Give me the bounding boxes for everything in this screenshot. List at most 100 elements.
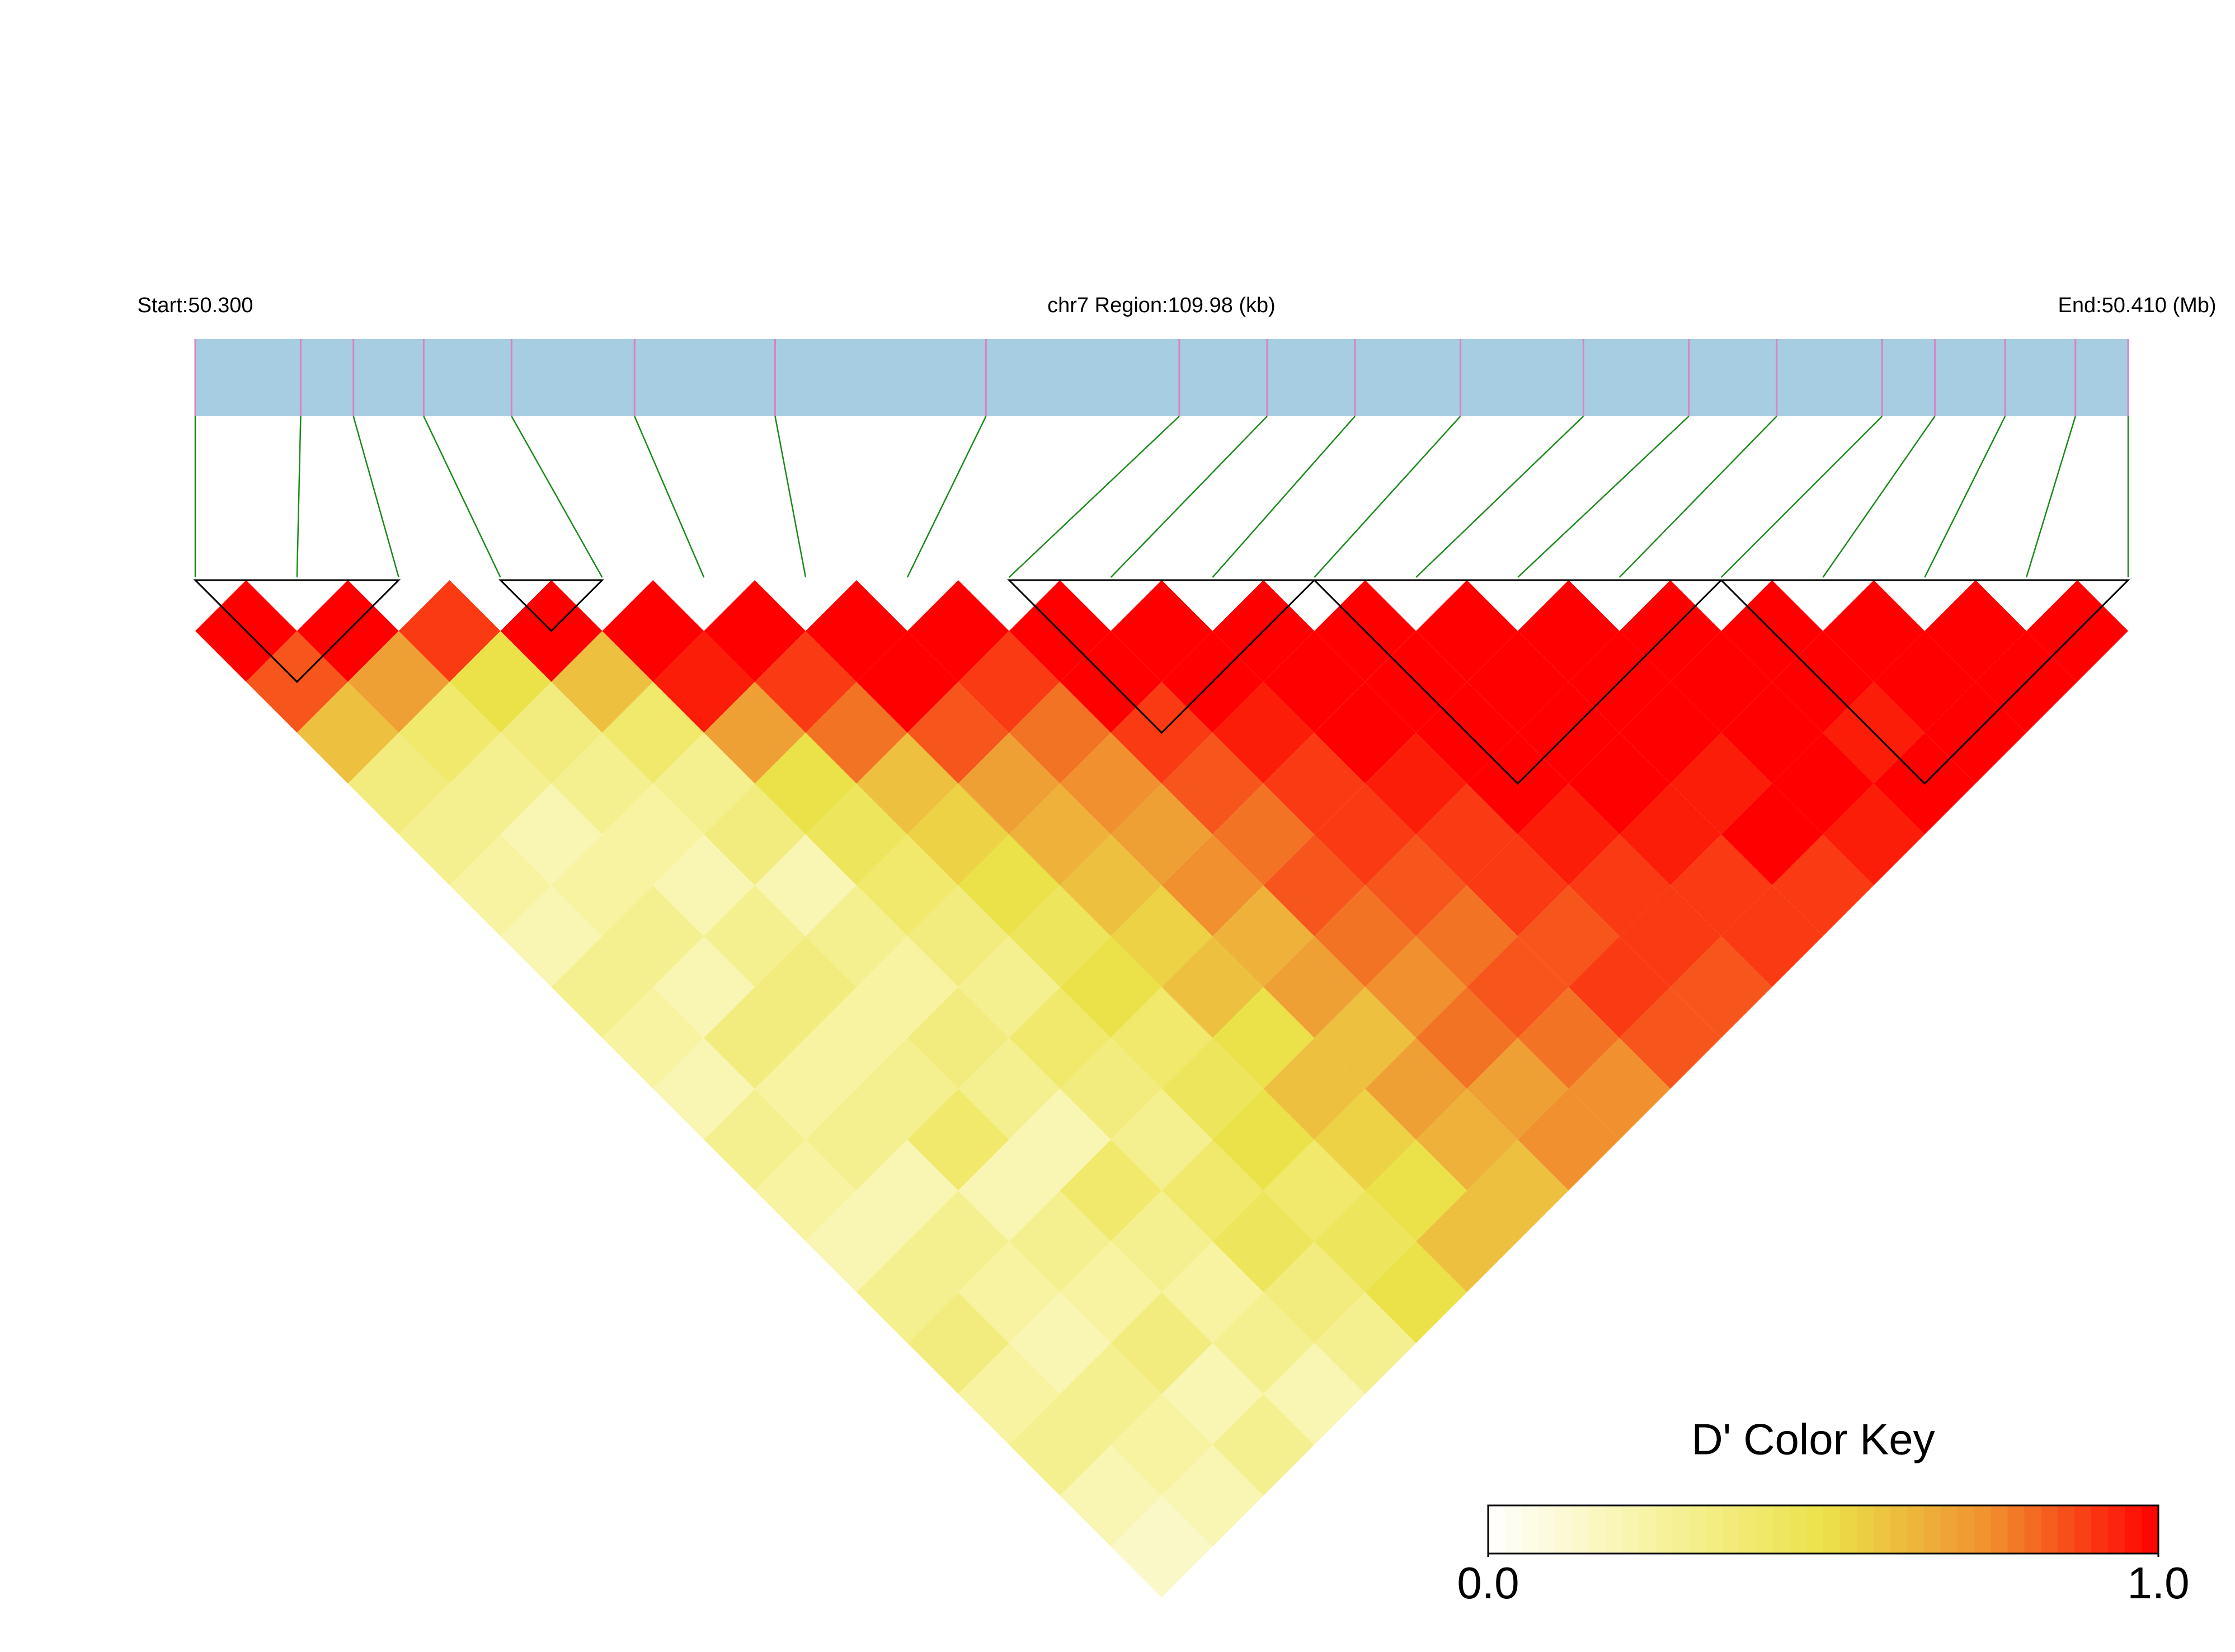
ld-cell (1060, 1140, 1162, 1241)
ld-cell (1161, 936, 1264, 1038)
color-key-swatch (2074, 1505, 2092, 1554)
ld-cell (1670, 630, 1772, 733)
ld-cell (1467, 936, 1569, 1038)
ld-cell (1009, 1089, 1111, 1191)
ld-cell (1619, 885, 1721, 987)
ld-cell (1060, 1038, 1162, 1140)
color-key-swatch (1672, 1505, 1690, 1554)
snp-link (1720, 416, 1883, 578)
ld-cell (1365, 1038, 1467, 1140)
ld-cell (1467, 630, 1569, 733)
color-key-swatch (1605, 1505, 1623, 1554)
ld-cell (856, 1140, 958, 1241)
end-label: End:50.410 (Mb) (2058, 294, 2216, 317)
color-key-swatch (1622, 1505, 1640, 1554)
snp-link (1822, 416, 1936, 578)
ld-cell (806, 1089, 907, 1191)
ld-cell (1060, 1343, 1162, 1445)
ld-cell (755, 1140, 857, 1241)
ld-cell (1670, 936, 1772, 1038)
ld-cell (1060, 1444, 1162, 1547)
ld-cell (347, 732, 450, 835)
ld-cell (1365, 1241, 1467, 1343)
snp-link (296, 416, 302, 578)
ld-cell (1212, 1190, 1315, 1292)
ld-cell (1721, 885, 1823, 987)
ld-cell (449, 834, 552, 936)
ld-cell (958, 1343, 1060, 1445)
ld-cell (1111, 1292, 1213, 1394)
color-key-swatch (1571, 1505, 1589, 1554)
ld-cell (500, 681, 603, 784)
color-key-swatch (2058, 1505, 2076, 1554)
ld-cell (1670, 834, 1772, 936)
color-key-swatch (1504, 1505, 1522, 1554)
ld-cell (1517, 1089, 1620, 1191)
ld-cell (856, 1241, 958, 1343)
snp-link (1008, 416, 1180, 578)
ld-cell (958, 1038, 1060, 1140)
color-key-swatch (1555, 1505, 1573, 1554)
color-key-swatch (1974, 1505, 1992, 1554)
ld-cell (1009, 681, 1111, 784)
ld-cell (1772, 732, 1874, 835)
snp-link (423, 416, 501, 578)
ld-cell (1772, 834, 1874, 936)
ld-cell (1263, 1343, 1366, 1445)
ld-cell (1314, 1089, 1417, 1191)
ld-cell (1060, 834, 1162, 936)
ld-cell (907, 885, 1009, 987)
ld-cell (1467, 834, 1569, 936)
ld-cell (907, 1190, 1009, 1292)
color-key-swatch (1957, 1505, 1975, 1554)
color-key-swatch (1706, 1505, 1724, 1554)
ld-cell (907, 580, 1009, 682)
color-key-swatch (2041, 1505, 2059, 1554)
ld-cell (653, 936, 755, 1038)
ld-cell (1517, 783, 1620, 886)
ld-cell (1365, 1140, 1467, 1241)
ld-cell (1874, 630, 1976, 733)
color-key-swatch (1839, 1505, 1857, 1554)
color-key-swatch (1890, 1505, 1908, 1554)
ld-cell (1111, 1089, 1213, 1191)
ld-cell (1568, 936, 1671, 1038)
ld-cell (1925, 580, 2027, 682)
snp-link (1924, 416, 2006, 578)
color-key-swatch (2142, 1505, 2159, 1554)
color-key-frame (1487, 1504, 2159, 1555)
ld-cell (1263, 1038, 1366, 1140)
ld-cell (1416, 885, 1518, 987)
color-key-swatch (2091, 1505, 2109, 1554)
color-key-swatch (1739, 1505, 1757, 1554)
snp-link (1314, 416, 1461, 578)
ld-block (1007, 579, 1316, 734)
ld-cell (1467, 1038, 1569, 1140)
ld-cell (1212, 885, 1315, 987)
ld-cell (1619, 987, 1721, 1089)
snp-link (906, 416, 987, 578)
snp-link (511, 416, 603, 578)
snp-link (1212, 416, 1356, 578)
ld-cell (856, 936, 958, 1038)
ld-cell (1568, 732, 1671, 835)
color-key-swatch (2024, 1505, 2042, 1554)
ld-cell (347, 630, 450, 733)
color-key-swatch (2125, 1505, 2143, 1554)
ld-cell (1314, 681, 1417, 784)
ld-cell (1365, 834, 1467, 936)
ld-cell (653, 630, 755, 733)
ld-cell (1111, 1394, 1213, 1496)
color-key-swatch (1823, 1505, 1841, 1554)
color-key-swatch (1521, 1505, 1539, 1554)
ld-cell (958, 630, 1060, 733)
ld-cell (398, 681, 501, 784)
region-label: chr7 Region:109.98 (kb) (1047, 294, 1276, 317)
ld-cell (1212, 1292, 1315, 1394)
ld-cell (1263, 834, 1366, 936)
snp-link (352, 416, 399, 578)
snp-link (774, 416, 807, 578)
color-key-swatch (1873, 1505, 1891, 1554)
ld-cell (1365, 936, 1467, 1038)
